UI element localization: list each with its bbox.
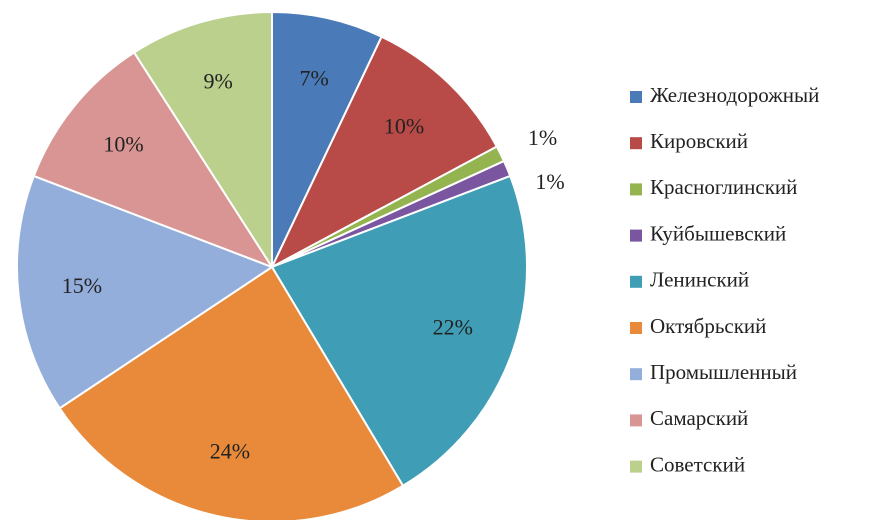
legend-swatch (630, 137, 642, 150)
data-label: 9% (203, 69, 232, 94)
legend-swatch (630, 368, 642, 381)
legend-swatch (630, 322, 642, 334)
pie-slice (270, 174, 528, 488)
legend-label: Самарский (650, 406, 748, 430)
legend-swatch (630, 91, 642, 103)
legend-swatch (630, 275, 642, 288)
legend-swatch (630, 460, 642, 473)
legend-label: Железнодорожный (650, 83, 819, 107)
data-label: 10% (384, 114, 424, 139)
pie-slice (32, 51, 275, 270)
legend-swatch (630, 414, 642, 427)
legend-swatch (630, 229, 642, 242)
legend-swatch (630, 183, 642, 196)
legend-label: Октябрьский (650, 314, 766, 338)
data-label: 15% (62, 273, 102, 298)
legend-label: Кировский (650, 129, 748, 153)
legend-label: Промышленный (650, 360, 797, 384)
pie-slice (271, 10, 383, 268)
legend-label: Советский (650, 452, 745, 476)
data-label: 1% (528, 125, 557, 150)
pie-slice (132, 10, 273, 271)
data-label: 22% (433, 315, 473, 340)
data-label: 7% (299, 65, 328, 90)
legend-label: Куйбышевский (650, 221, 786, 245)
pie-slice (58, 265, 405, 520)
legend-label: Ленинский (650, 268, 749, 292)
pie-slice (269, 35, 499, 270)
data-label: 10% (103, 131, 143, 156)
data-label: 24% (210, 439, 250, 464)
pie-slice (16, 174, 275, 410)
legend-label: Красноглинский (650, 175, 797, 199)
data-label: 1% (535, 169, 564, 194)
